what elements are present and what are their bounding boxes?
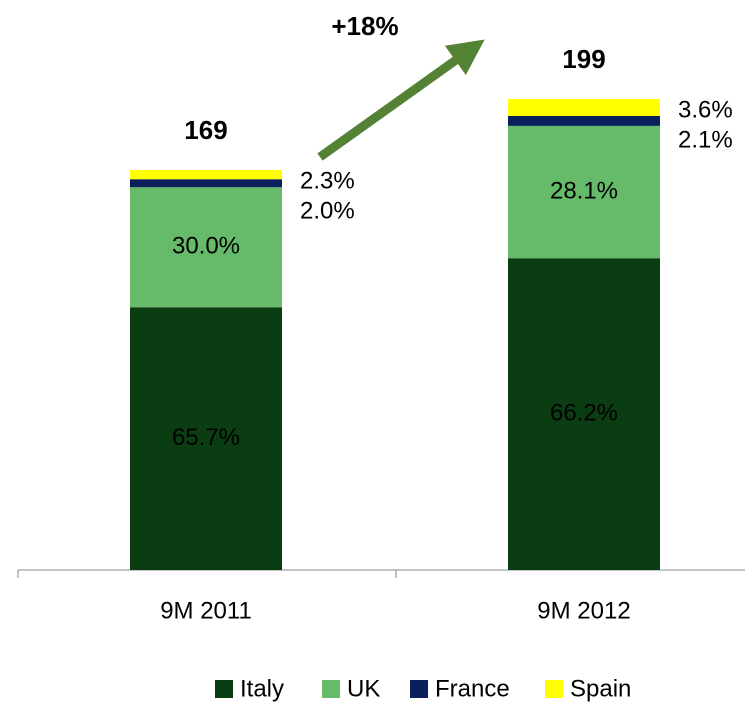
bar-segment xyxy=(130,170,282,180)
bar-segment xyxy=(508,125,660,259)
legend-label: Italy xyxy=(240,675,284,702)
legend-swatch xyxy=(410,680,428,698)
legend-label: Spain xyxy=(570,675,631,702)
x-tick-label: 9M 2011 xyxy=(160,597,252,624)
value-label: 2.0% xyxy=(300,197,355,224)
bar-segment xyxy=(508,99,660,116)
value-label: 30.0% xyxy=(172,233,240,260)
value-label: 2.1% xyxy=(678,126,733,153)
value-label: 66.2% xyxy=(550,399,618,426)
bar-segment xyxy=(508,258,660,570)
x-tick-label: 9M 2012 xyxy=(537,597,630,624)
bar-segment xyxy=(130,307,282,570)
total-label: 169 xyxy=(184,115,227,145)
value-label: 3.6% xyxy=(678,96,733,123)
legend-swatch xyxy=(215,680,233,698)
bar-segment xyxy=(508,115,660,126)
legend-swatch xyxy=(322,680,340,698)
value-label: 2.3% xyxy=(300,167,355,194)
legend-label: UK xyxy=(347,675,380,702)
legend-label: France xyxy=(435,675,510,702)
bar-segment xyxy=(130,187,282,308)
value-label: 65.7% xyxy=(172,424,240,451)
bar-segment xyxy=(130,179,282,188)
growth-annotation: +18% xyxy=(331,11,398,41)
growth-arrow xyxy=(317,39,485,161)
value-label: 28.1% xyxy=(550,177,618,204)
total-label: 199 xyxy=(562,44,605,74)
legend-swatch xyxy=(545,680,563,698)
